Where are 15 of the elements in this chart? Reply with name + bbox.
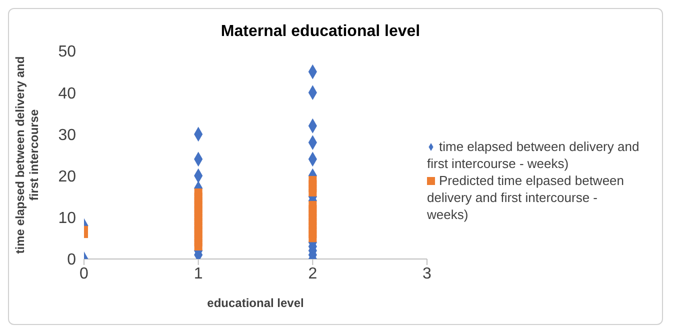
x-tick-label: 0 [80,265,89,282]
legend-label: time elapsed between delivery and first intercourse - weeks) [427,138,640,170]
y-axis-title: time elapsed between delivery and first intercourse [13,56,41,254]
x-tick-label: 1 [194,265,203,282]
x-tick-label: 3 [422,265,432,282]
x-axis-title: educational level [207,296,304,310]
y-tick-label: 30 [58,126,76,144]
x-tick-label: 2 [308,265,318,282]
chart-title: Maternal educational level [220,22,422,41]
y-tick-label: 20 [58,168,76,186]
y-tick-label: 50 [58,44,76,61]
legend-label: Predicted time elpased between delivery and first intercourse - weeks) [427,172,624,222]
y-tick-label: 10 [58,210,76,228]
y-tick-label: 40 [58,85,76,102]
y-tick-label: 0 [67,252,76,269]
